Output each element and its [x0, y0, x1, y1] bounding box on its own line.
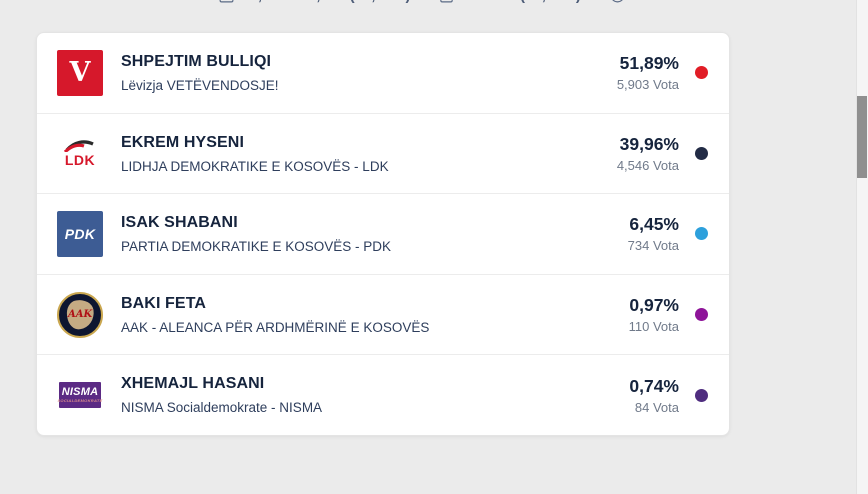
- candidate-name: XHEMAJL HASANI: [121, 375, 265, 393]
- candidate-name: EKREM HYSENI: [121, 133, 244, 151]
- candidate-row[interactable]: LDK EKREM HYSENI LIDHJA DEMOKRATIKE E KO…: [37, 112, 729, 194]
- ballot-box-icon: [440, 0, 454, 3]
- party-logo-nisma-subtext: SOCIALDEMOKRATE: [57, 397, 103, 403]
- aak-map-shape: AAK: [64, 298, 96, 331]
- party-logo-pdk: PDK: [57, 210, 103, 257]
- party-logo-nisma: NISMA SOCIALDEMOKRATE: [57, 372, 103, 419]
- candidate-name: ISAK SHABANI: [121, 214, 238, 232]
- vote-count: 5,903 Vota: [616, 77, 679, 93]
- vote-count: 84 Vota: [634, 399, 679, 415]
- party-color-dot: [695, 308, 708, 322]
- candidate-info: EKREM HYSENI LIDHJA DEMOKRATIKE E KOSOVË…: [121, 132, 617, 176]
- vote-percentage: 6,45%: [629, 214, 679, 235]
- party-name: LIDHJA DEMOKRATIKE E KOSOVËS - LDK: [121, 158, 389, 174]
- candidate-info: BAKI FETA AAK - ALEANCA PËR ARDHMËRINË E…: [121, 293, 629, 337]
- scrollbar-thumb[interactable]: [857, 96, 867, 178]
- party-name: AAK - ALEANCA PËR ARDHMËRINË E KOSOVËS: [121, 319, 430, 335]
- party-color-dot: [695, 227, 708, 241]
- stat-ballots: 90 / 110 (81,82%): [438, 0, 581, 4]
- candidate-row[interactable]: V SHPEJTIM BULLIQI Lëvizja VETËVENDOSJE!…: [37, 33, 729, 113]
- result-numbers: 0,74% 84 Vota: [629, 376, 679, 415]
- party-name: PARTIA DEMOKRATIKE E KOSOVËS - PDK: [121, 239, 392, 255]
- stat-voters-value: 11,377 / 58,585 (19,41%): [242, 0, 410, 4]
- party-logo-vv-letter: V: [69, 57, 91, 89]
- party-logo-ldk: LDK: [57, 130, 103, 177]
- stat-updated-value: 12.10.2025 20:34: [633, 0, 751, 4]
- vote-count: 110 Vota: [628, 319, 679, 335]
- vote-percentage: 39,96%: [619, 133, 679, 154]
- stat-ballots-value: 90 / 110 (81,82%): [462, 0, 580, 4]
- vote-percentage: 0,74%: [629, 375, 679, 396]
- result-numbers: 6,45% 734 Vota: [628, 214, 679, 253]
- candidate-info: SHPEJTIM BULLIQI Lëvizja VETËVENDOSJE!: [121, 51, 617, 95]
- nisma-logo-box: NISMA SOCIALDEMOKRATE: [57, 382, 103, 409]
- party-logo-nisma-text: NISMA: [61, 385, 99, 398]
- ldk-swoosh-icon: [64, 140, 94, 153]
- party-logo-aak: AAK: [57, 291, 103, 338]
- voters-icon: [219, 0, 234, 3]
- party-logo-vv: V: [57, 49, 103, 96]
- candidate-info: XHEMAJL HASANI NISMA Socialdemokrate - N…: [121, 373, 629, 417]
- stats-bar: 11,377 / 58,585 (19,41%) 90 / 110 (81,82…: [218, 0, 751, 4]
- candidate-row[interactable]: AAK BAKI FETA AAK - ALEANCA PËR ARDHMËRI…: [37, 273, 729, 355]
- candidate-row[interactable]: PDK ISAK SHABANI PARTIA DEMOKRATIKE E KO…: [37, 193, 729, 274]
- party-name: NISMA Socialdemokrate - NISMA: [121, 400, 323, 416]
- vertical-scrollbar[interactable]: [856, 0, 868, 494]
- vote-count: 734 Vota: [627, 238, 679, 254]
- party-logo-pdk-text: PDK: [64, 225, 96, 242]
- party-logo-aak-text: AAK: [67, 309, 93, 321]
- party-name: Lëvizja VETËVENDOSJE!: [121, 78, 279, 94]
- vote-count: 4,546 Vota: [616, 157, 679, 173]
- party-color-dot: [695, 66, 708, 80]
- candidate-name: BAKI FETA: [121, 294, 207, 312]
- party-logo-ldk-text: LDK: [64, 152, 96, 169]
- vote-percentage: 51,89%: [619, 53, 679, 74]
- vote-percentage: 0,97%: [629, 295, 679, 316]
- clock-icon: [612, 0, 623, 3]
- result-numbers: 51,89% 5,903 Vota: [617, 53, 679, 92]
- candidate-name: SHPEJTIM BULLIQI: [121, 53, 272, 71]
- result-numbers: 0,97% 110 Vota: [629, 295, 679, 334]
- candidate-info: ISAK SHABANI PARTIA DEMOKRATIKE E KOSOVË…: [121, 212, 628, 256]
- stat-voters: 11,377 / 58,585 (19,41%): [218, 0, 410, 4]
- candidate-row[interactable]: NISMA SOCIALDEMOKRATE XHEMAJL HASANI NIS…: [37, 354, 729, 435]
- result-numbers: 39,96% 4,546 Vota: [617, 134, 679, 173]
- results-card: V SHPEJTIM BULLIQI Lëvizja VETËVENDOSJE!…: [36, 32, 730, 436]
- stat-updated: 12.10.2025 20:34: [609, 0, 751, 4]
- party-color-dot: [695, 388, 708, 402]
- party-color-dot: [695, 146, 708, 160]
